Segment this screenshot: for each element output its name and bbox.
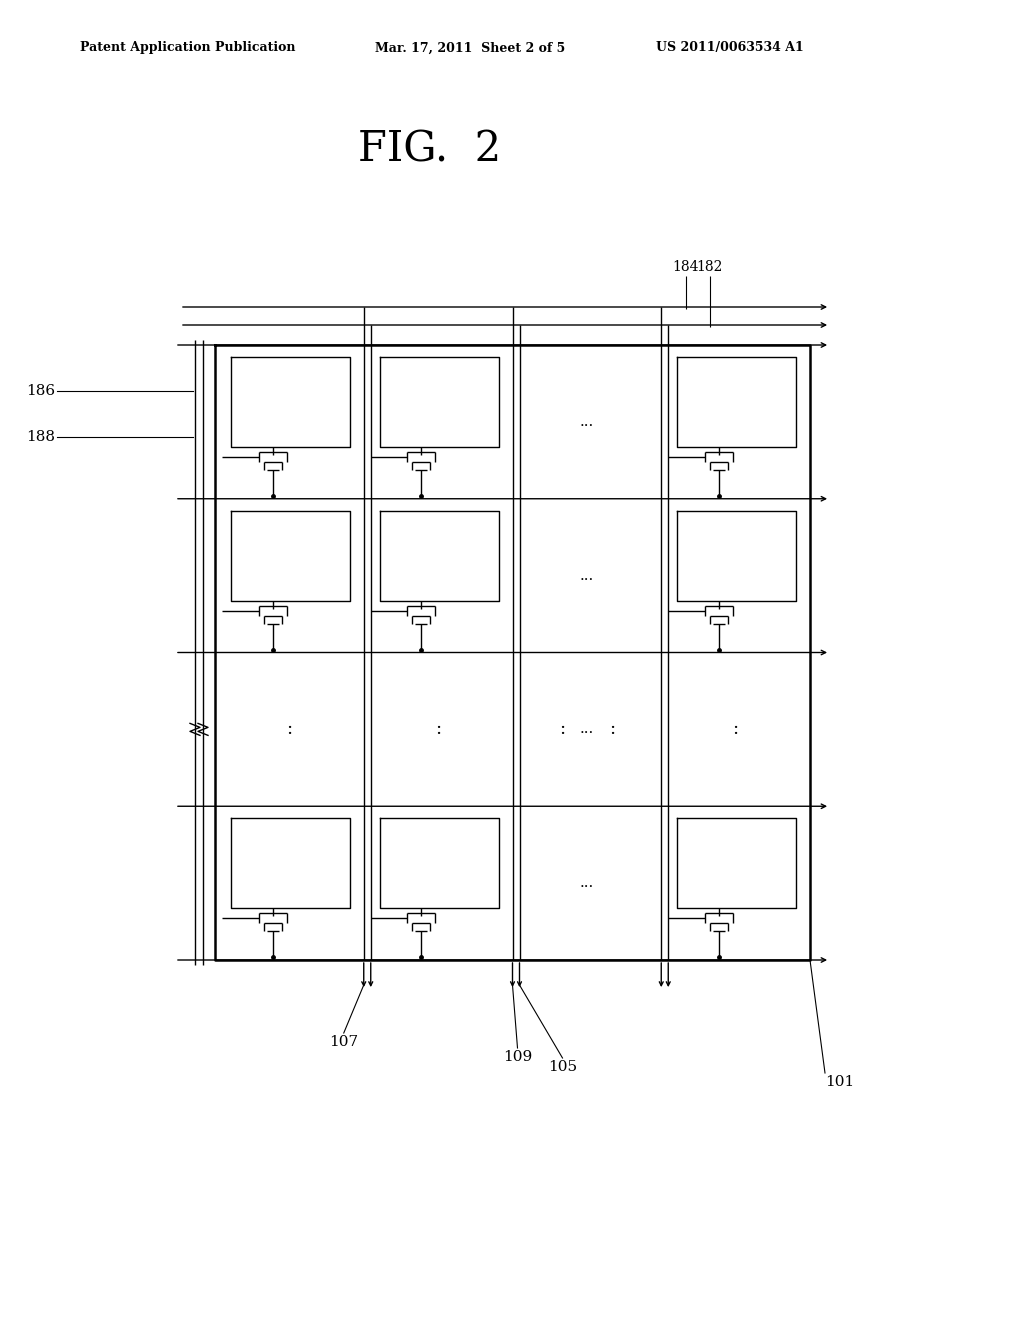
Text: 105: 105	[548, 1060, 578, 1074]
Text: :: :	[609, 721, 615, 738]
Text: ...: ...	[580, 722, 594, 737]
Text: :: :	[559, 721, 565, 738]
Text: US 2011/0063534 A1: US 2011/0063534 A1	[656, 41, 804, 54]
Text: 188: 188	[26, 430, 55, 445]
Text: Patent Application Publication: Patent Application Publication	[80, 41, 296, 54]
Text: Mar. 17, 2011  Sheet 2 of 5: Mar. 17, 2011 Sheet 2 of 5	[375, 41, 565, 54]
Text: ...: ...	[580, 876, 594, 890]
Text: 186: 186	[26, 384, 55, 399]
Text: ...: ...	[580, 569, 594, 582]
Text: :: :	[287, 721, 293, 738]
Text: ...: ...	[580, 414, 594, 429]
Text: :: :	[435, 721, 441, 738]
Text: 182: 182	[696, 260, 723, 275]
Text: FIG.  2: FIG. 2	[358, 129, 502, 172]
Text: 107: 107	[329, 1035, 358, 1049]
Text: 101: 101	[825, 1074, 854, 1089]
Text: 109: 109	[503, 1049, 532, 1064]
Text: 184: 184	[673, 260, 699, 275]
Text: :: :	[732, 721, 738, 738]
